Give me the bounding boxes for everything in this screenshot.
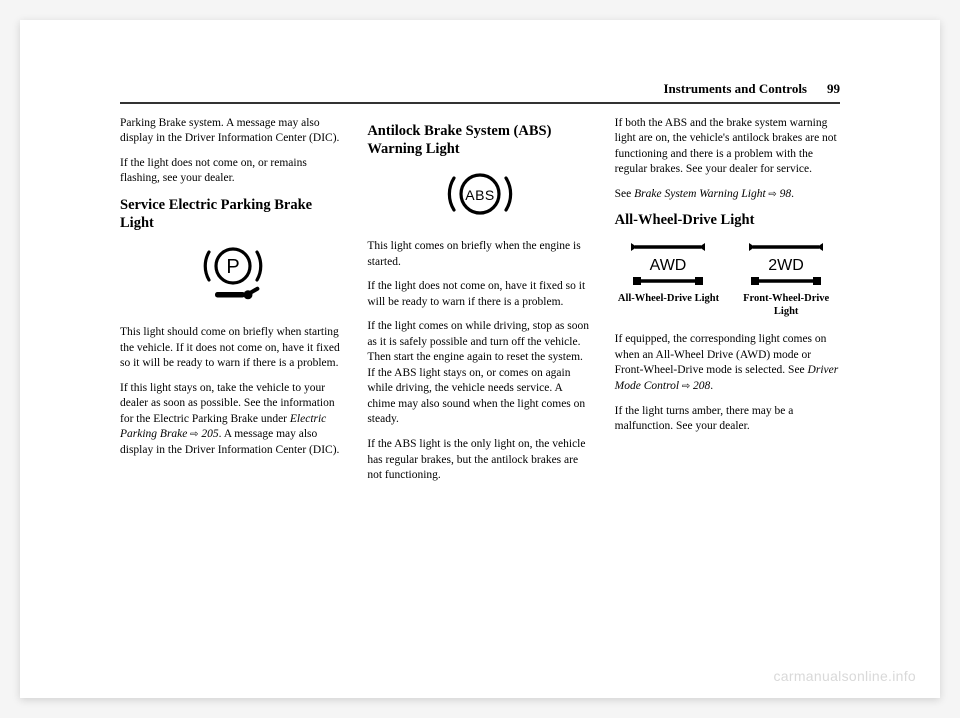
- body-text: If this light stays on, take the vehicle…: [120, 381, 345, 459]
- body-text: This light comes on briefly when the eng…: [367, 239, 592, 270]
- column-1: Parking Brake system. A message may also…: [120, 116, 345, 493]
- ref-page: 208: [693, 380, 710, 392]
- ref-symbol: ⇨: [679, 381, 693, 392]
- subheading-awd-light: All-Wheel-Drive Light: [615, 211, 840, 229]
- body-text: If the ABS light is the only light on, t…: [367, 437, 592, 484]
- page-header: Instruments and Controls 99: [120, 80, 840, 104]
- body-text: If the light comes on while driving, sto…: [367, 319, 592, 428]
- body-text: If the light does not come on, have it f…: [367, 279, 592, 310]
- caption-fwd: Front-Wheel-Drive Light: [732, 293, 840, 318]
- ref-symbol: ⇨: [766, 189, 780, 200]
- body-text: Parking Brake system. A message may also…: [120, 116, 345, 147]
- abs-icon: ABS: [367, 168, 592, 226]
- awd-icon: AWD: [623, 239, 713, 289]
- page: Instruments and Controls 99 Parking Brak…: [20, 20, 940, 698]
- text-fragment: See: [615, 188, 634, 200]
- ref-symbol: ⇨: [187, 429, 201, 440]
- caption-awd: All-Wheel-Drive Light: [615, 293, 723, 318]
- ref-page: 98: [780, 188, 792, 200]
- cross-ref: Brake System Warning Light: [634, 188, 766, 200]
- drive-mode-icons: AWD 2WD: [615, 239, 840, 289]
- drive-mode-captions: All-Wheel-Drive Light Front-Wheel-Drive …: [615, 293, 840, 318]
- subheading-abs-warning-light: Antilock Brake System (ABS) Warning Ligh…: [367, 122, 592, 158]
- subheading-service-epb-light: Service Electric Parking Brake Light: [120, 196, 345, 232]
- service-parking-brake-icon: P: [120, 242, 345, 312]
- twd-text: 2WD: [768, 257, 804, 274]
- body-text: This light should come on briefly when s…: [120, 325, 345, 372]
- fwd-icon: 2WD: [741, 239, 831, 289]
- awd-text: AWD: [650, 257, 687, 274]
- watermark: carmanualsonline.info: [774, 668, 917, 684]
- body-text: See Brake System Warning Light ⇨ 98.: [615, 187, 840, 203]
- column-3: If both the ABS and the brake system war…: [615, 116, 840, 493]
- svg-text:P: P: [226, 256, 239, 278]
- header-section: Instruments and Controls: [663, 80, 807, 98]
- body-text: If equipped, the corresponding light com…: [615, 332, 840, 394]
- ref-page: 205: [201, 428, 218, 440]
- body-text: If the light turns amber, there may be a…: [615, 404, 840, 435]
- body-text: If the light does not come on, or remain…: [120, 156, 345, 187]
- text-fragment: If equipped, the corresponding light com…: [615, 333, 827, 376]
- page-content: Instruments and Controls 99 Parking Brak…: [120, 80, 840, 658]
- svg-text:ABS: ABS: [465, 187, 495, 203]
- header-page-number: 99: [827, 80, 840, 98]
- text-fragment: .: [791, 188, 794, 200]
- columns: Parking Brake system. A message may also…: [120, 116, 840, 493]
- column-2: Antilock Brake System (ABS) Warning Ligh…: [367, 116, 592, 493]
- body-text: If both the ABS and the brake system war…: [615, 116, 840, 178]
- text-fragment: .: [710, 380, 713, 392]
